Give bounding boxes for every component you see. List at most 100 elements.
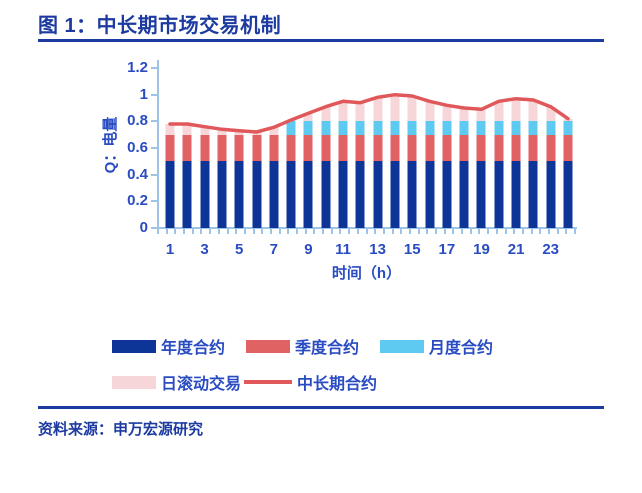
bar-segment bbox=[373, 97, 383, 122]
x-tick-mark bbox=[269, 229, 272, 234]
x-axis-title: 时间（h） bbox=[331, 265, 402, 282]
bar-segment bbox=[494, 134, 504, 162]
stacked-bar-h23 bbox=[546, 68, 556, 228]
x-axis-line bbox=[157, 227, 577, 229]
x-tick-mark bbox=[330, 229, 333, 234]
bar-segment bbox=[286, 161, 296, 228]
y-tick-mark bbox=[151, 200, 157, 203]
stacked-bar-h2 bbox=[182, 68, 192, 228]
x-tick-mark bbox=[487, 229, 490, 234]
bar-segment bbox=[407, 96, 417, 122]
bar-segment bbox=[425, 121, 435, 135]
x-tick-mark bbox=[217, 229, 220, 234]
bar-segment bbox=[546, 134, 556, 162]
bar-segment bbox=[338, 121, 348, 135]
legend-color-swatch bbox=[112, 339, 156, 353]
legend-item: 年度合约 bbox=[112, 334, 225, 358]
stacked-bar-h19 bbox=[476, 68, 486, 228]
x-tick-mark bbox=[504, 229, 507, 234]
bar-segment bbox=[338, 101, 348, 122]
legend-label: 年度合约 bbox=[161, 340, 226, 357]
bar-segment bbox=[546, 121, 556, 135]
bar-segment bbox=[511, 98, 521, 122]
stacked-bar-h21 bbox=[511, 68, 521, 228]
bar-segment bbox=[165, 161, 175, 228]
bar-segment bbox=[355, 121, 365, 135]
bar-segment bbox=[459, 108, 469, 122]
bar-segment bbox=[425, 101, 435, 122]
x-tick-mark bbox=[382, 229, 385, 234]
stacked-bar-h1 bbox=[165, 68, 175, 228]
bar-segment bbox=[390, 134, 400, 162]
y-tick-label: 1 bbox=[139, 85, 148, 103]
bar-segment bbox=[563, 121, 573, 135]
x-tick-mark bbox=[165, 229, 168, 234]
x-tick-label: 23 bbox=[542, 241, 560, 258]
x-tick-mark bbox=[339, 229, 342, 234]
x-tick-mark bbox=[226, 229, 229, 234]
legend-color-swatch bbox=[112, 375, 156, 389]
bar-segment bbox=[321, 161, 331, 228]
bar-segment bbox=[425, 161, 435, 228]
x-tick-label: 3 bbox=[200, 241, 209, 258]
x-tick-mark bbox=[530, 229, 533, 234]
x-tick-mark bbox=[278, 229, 281, 234]
x-tick-mark bbox=[495, 229, 498, 234]
source-note: 资料来源：申万宏源研究 bbox=[38, 421, 204, 438]
legend-label: 季度合约 bbox=[295, 340, 360, 357]
y-tick-mark bbox=[151, 147, 157, 149]
medium-long-term-line bbox=[168, 92, 570, 134]
x-tick-mark bbox=[304, 229, 307, 234]
x-tick-mark bbox=[547, 229, 550, 234]
bar-segment bbox=[338, 134, 348, 162]
bar-segment bbox=[459, 134, 469, 162]
x-tick-mark bbox=[417, 229, 420, 234]
x-tick-mark bbox=[348, 229, 351, 234]
legend-item: 季度合约 bbox=[246, 334, 359, 358]
bar-segment bbox=[476, 109, 486, 122]
legend-label: 日滚动交易 bbox=[161, 376, 242, 393]
bar-segment bbox=[321, 106, 331, 122]
bar-segment bbox=[182, 134, 192, 162]
bar-segment bbox=[528, 134, 538, 162]
x-tick-mark bbox=[252, 229, 255, 234]
y-tick-mark bbox=[151, 120, 157, 123]
legend-color-swatch bbox=[246, 339, 291, 353]
legend-item: 中长期合约 bbox=[244, 370, 377, 394]
x-tick-mark bbox=[469, 229, 472, 234]
x-tick-mark bbox=[365, 229, 368, 234]
x-tick-mark bbox=[174, 229, 177, 234]
x-tick-mark bbox=[235, 229, 238, 234]
x-tick-mark bbox=[435, 229, 437, 234]
bar-segment bbox=[476, 134, 486, 162]
bar-segment bbox=[269, 161, 279, 228]
bar-segment bbox=[269, 127, 279, 135]
x-tick-mark bbox=[209, 229, 212, 234]
chart-plot-area: 0 0.2 0.4 0.6 0.8 1 1.2 1 3 5 7 9 11 13 15 17 19 21 23 bbox=[127, 59, 577, 258]
x-tick-label: 13 bbox=[369, 241, 386, 258]
y-tick-mark bbox=[151, 67, 157, 69]
bar-segment bbox=[234, 130, 244, 135]
bar-segment bbox=[494, 101, 504, 122]
bar-segment bbox=[546, 106, 556, 122]
bar-segment bbox=[494, 161, 504, 228]
y-tick-label: 1.2 bbox=[127, 59, 148, 76]
bar-segment bbox=[373, 134, 383, 162]
x-tick-mark bbox=[200, 229, 203, 234]
x-tick-mark bbox=[313, 229, 316, 234]
bar-segment bbox=[528, 100, 538, 122]
bar-segment bbox=[459, 121, 469, 135]
bar-segment bbox=[390, 121, 400, 135]
stacked-bar-h16 bbox=[425, 68, 435, 228]
bar-segment bbox=[355, 134, 365, 162]
stacked-bar-h10 bbox=[321, 68, 331, 228]
stacked-bar-h13 bbox=[373, 68, 383, 228]
bar-segment bbox=[511, 134, 521, 162]
bar-segment bbox=[425, 134, 435, 162]
bar-segment bbox=[563, 134, 573, 162]
x-tick-mark bbox=[408, 229, 411, 234]
bar-segment bbox=[511, 161, 521, 228]
y-tick-mark bbox=[151, 173, 157, 176]
bar-segment bbox=[407, 161, 417, 228]
